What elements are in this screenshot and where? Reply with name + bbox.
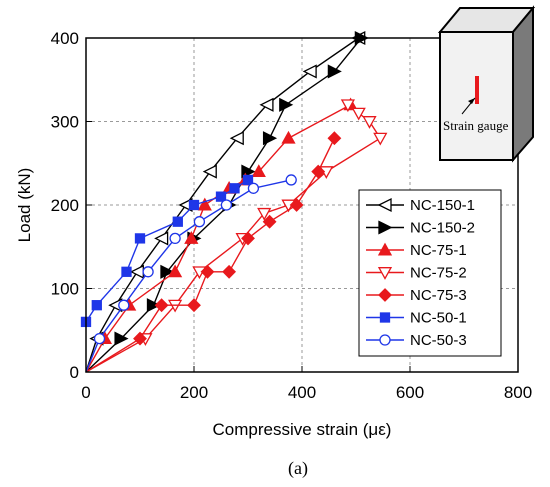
y-tick-label: 0 — [70, 363, 79, 382]
x-tick-labels: 0 200 400 600 800 — [81, 366, 532, 402]
data-point — [114, 331, 129, 346]
series-layer — [80, 30, 388, 373]
data-point — [262, 131, 278, 146]
data-point — [327, 64, 342, 79]
data-point — [167, 264, 183, 278]
series-NC-50-1 — [80, 174, 254, 328]
data-point — [311, 164, 326, 179]
legend-label: NC-50-3 — [410, 332, 467, 349]
data-point — [133, 331, 147, 346]
legend-marker — [379, 312, 391, 323]
data-point — [289, 198, 304, 212]
y-axis-title: Load (kN) — [15, 168, 34, 243]
data-point — [154, 231, 169, 246]
data-point — [220, 199, 233, 211]
data-point — [262, 214, 277, 229]
data-point — [229, 183, 240, 194]
data-point — [184, 231, 199, 244]
series-line — [85, 104, 382, 373]
legend-marker — [377, 267, 393, 280]
data-point — [197, 197, 212, 211]
series-NC-50-3 — [85, 174, 297, 373]
strain-gauge-label: Strain gauge — [443, 118, 509, 133]
data-point — [187, 298, 201, 313]
specimen-inset: Strain gauge — [437, 5, 536, 163]
data-point — [200, 264, 215, 279]
data-point — [172, 216, 183, 227]
y-tick-label: 200 — [51, 196, 79, 215]
data-point — [279, 97, 294, 112]
data-point — [202, 164, 217, 179]
series-NC-75-3 — [85, 131, 342, 373]
data-point — [285, 174, 297, 186]
y-tick-label: 400 — [51, 29, 79, 48]
legend-label: NC-75-2 — [410, 265, 467, 282]
data-point — [142, 266, 154, 278]
x-axis-title: Compressive strain (με) — [213, 420, 392, 439]
legend-marker — [377, 197, 392, 213]
arrow-head-icon — [468, 98, 475, 104]
data-point — [134, 233, 146, 244]
legend-marker — [378, 220, 393, 235]
series-line — [85, 104, 351, 373]
legend-label: NC-50-1 — [410, 310, 467, 327]
data-point — [93, 332, 106, 345]
data-point — [160, 264, 175, 279]
data-point — [340, 99, 356, 113]
data-point — [121, 266, 132, 277]
data-point — [257, 207, 272, 221]
data-point — [373, 132, 388, 146]
legend-label: NC-150-1 — [410, 197, 475, 214]
data-point — [351, 107, 366, 121]
y-tick-labels: 0 100 200 300 400 — [51, 29, 92, 382]
legend-marker — [378, 288, 392, 302]
legend-label: NC-75-3 — [410, 287, 467, 304]
x-tick-label: 0 — [81, 383, 90, 402]
data-point — [242, 174, 254, 186]
legend-marker — [379, 334, 391, 346]
data-point — [222, 264, 237, 279]
figure-caption: (a) — [288, 458, 308, 479]
legend-label: NC-75-1 — [410, 242, 467, 259]
data-point — [169, 232, 181, 245]
x-tick-label: 400 — [288, 383, 316, 402]
data-point — [129, 264, 144, 279]
data-point — [302, 64, 317, 79]
data-point — [188, 199, 200, 211]
data-point — [251, 164, 266, 178]
x-tick-label: 800 — [504, 383, 532, 402]
legend-label: NC-150-2 — [410, 220, 475, 237]
data-point — [215, 191, 227, 202]
data-point — [229, 131, 244, 146]
legend: NC-150-1 NC-150-2 NC-75-1 NC-75-2 NC-75-3 NC-… — [358, 189, 502, 357]
x-tick-label: 200 — [180, 383, 208, 402]
y-tick-label: 100 — [51, 280, 79, 299]
data-point — [247, 182, 260, 194]
data-point — [118, 299, 130, 311]
data-point — [154, 298, 169, 313]
legend-marker — [377, 242, 393, 256]
specimen-side-face — [512, 5, 534, 163]
data-point — [91, 300, 102, 311]
data-point — [259, 97, 274, 112]
y-tick-label: 300 — [51, 113, 79, 132]
data-point — [281, 130, 296, 144]
data-point — [146, 298, 161, 313]
series-NC-75-1 — [85, 97, 358, 373]
x-tick-label: 600 — [396, 383, 424, 402]
data-point — [193, 216, 206, 228]
data-point — [241, 231, 255, 246]
data-point — [362, 116, 377, 129]
data-point — [327, 131, 342, 146]
